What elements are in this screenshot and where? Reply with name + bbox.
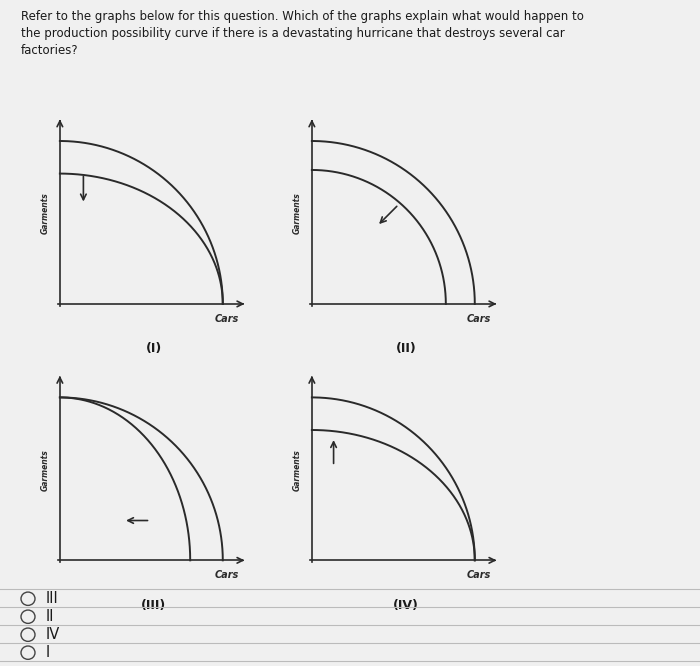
Text: Garments: Garments [293, 449, 302, 491]
Text: Garments: Garments [293, 192, 302, 234]
Text: Garments: Garments [41, 192, 50, 234]
Text: (IV): (IV) [393, 599, 419, 611]
Text: (I): (I) [146, 342, 162, 355]
Text: (III): (III) [141, 599, 167, 611]
Text: (II): (II) [395, 342, 416, 355]
Text: Cars: Cars [466, 314, 491, 324]
Text: II: II [46, 609, 54, 624]
Text: Garments: Garments [41, 449, 50, 491]
Text: Refer to the graphs below for this question. Which of the graphs explain what wo: Refer to the graphs below for this quest… [21, 10, 584, 57]
Text: I: I [46, 645, 50, 660]
Text: Cars: Cars [214, 570, 239, 580]
Text: Cars: Cars [466, 570, 491, 580]
Text: IV: IV [46, 627, 60, 642]
Text: Cars: Cars [214, 314, 239, 324]
Text: III: III [46, 591, 58, 606]
